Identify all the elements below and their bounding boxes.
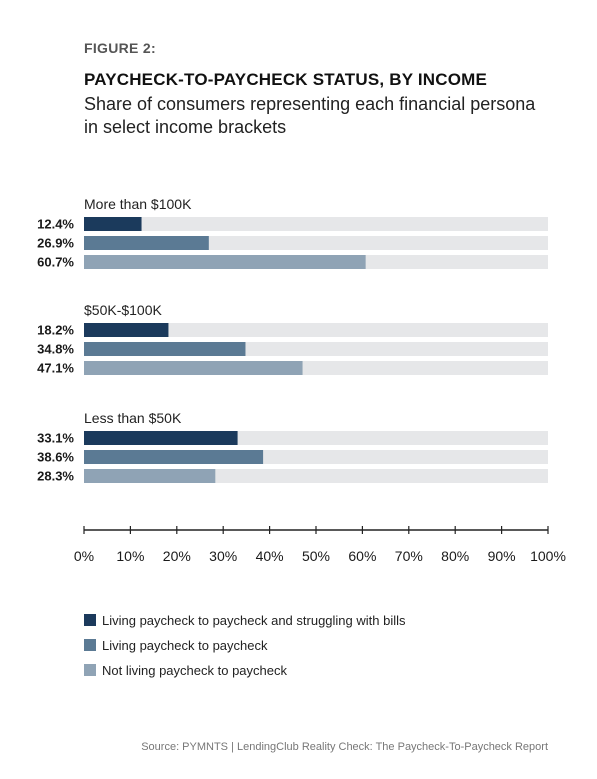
x-tick-label: 30% [209, 548, 237, 564]
chart-title: PAYCHECK-TO-PAYCHECK STATUS, BY INCOME [84, 70, 488, 89]
bar-value-label: 26.9% [37, 236, 74, 251]
bar [84, 431, 238, 445]
group-label: Less than $50K [84, 410, 182, 426]
bar-value-label: 38.6% [37, 450, 74, 465]
bar [84, 255, 366, 269]
x-tick-label: 90% [488, 548, 516, 564]
legend-item-struggling: Living paycheck to paycheck and struggli… [84, 612, 406, 628]
legend: Living paycheck to paycheck and struggli… [84, 612, 406, 687]
bar [84, 469, 216, 483]
bar [84, 236, 209, 250]
bar-chart: More than $100K 12.4% 26.9% 60.7% $50K-$100K… [37, 196, 566, 564]
bar [84, 450, 264, 464]
group-label: $50K-$100K [84, 302, 163, 318]
x-tick-label: 70% [395, 548, 423, 564]
x-tick-label: 50% [302, 548, 330, 564]
x-tick-label: 10% [116, 548, 144, 564]
legend-swatch-not-paycheck [84, 664, 96, 676]
x-tick-label: 0% [74, 548, 94, 564]
bar-value-label: 47.1% [37, 361, 74, 376]
group-label: More than $100K [84, 196, 192, 212]
bar-value-label: 33.1% [37, 431, 74, 446]
legend-swatch-paycheck [84, 639, 96, 651]
legend-label-struggling: Living paycheck to paycheck and struggli… [102, 612, 406, 628]
legend-item-paycheck: Living paycheck to paycheck [84, 637, 406, 653]
x-tick-label: 100% [530, 548, 566, 564]
figure-label: FIGURE 2: [84, 40, 156, 56]
bar [84, 342, 246, 356]
legend-label-paycheck: Living paycheck to paycheck [102, 637, 268, 653]
x-tick-label: 40% [256, 548, 284, 564]
chart-subtitle: Share of consumers representing each fin… [84, 94, 536, 137]
bar-value-label: 60.7% [37, 255, 74, 270]
bar-track [84, 217, 548, 231]
bar [84, 323, 169, 337]
bar [84, 217, 142, 231]
x-tick-label: 20% [163, 548, 191, 564]
bar-value-label: 18.2% [37, 323, 74, 338]
bar-value-label: 12.4% [37, 217, 74, 232]
legend-label-not-paycheck: Not living paycheck to paycheck [102, 662, 287, 678]
legend-item-not-paycheck: Not living paycheck to paycheck [84, 662, 406, 678]
bar-value-label: 34.8% [37, 342, 74, 357]
x-tick-label: 60% [348, 548, 376, 564]
x-tick-label: 80% [441, 548, 469, 564]
bar-track [84, 323, 548, 337]
legend-swatch-struggling [84, 614, 96, 626]
bar [84, 361, 303, 375]
bar-value-label: 28.3% [37, 469, 74, 484]
source-note: Source: PYMNTS | LendingClub Reality Che… [141, 741, 548, 753]
